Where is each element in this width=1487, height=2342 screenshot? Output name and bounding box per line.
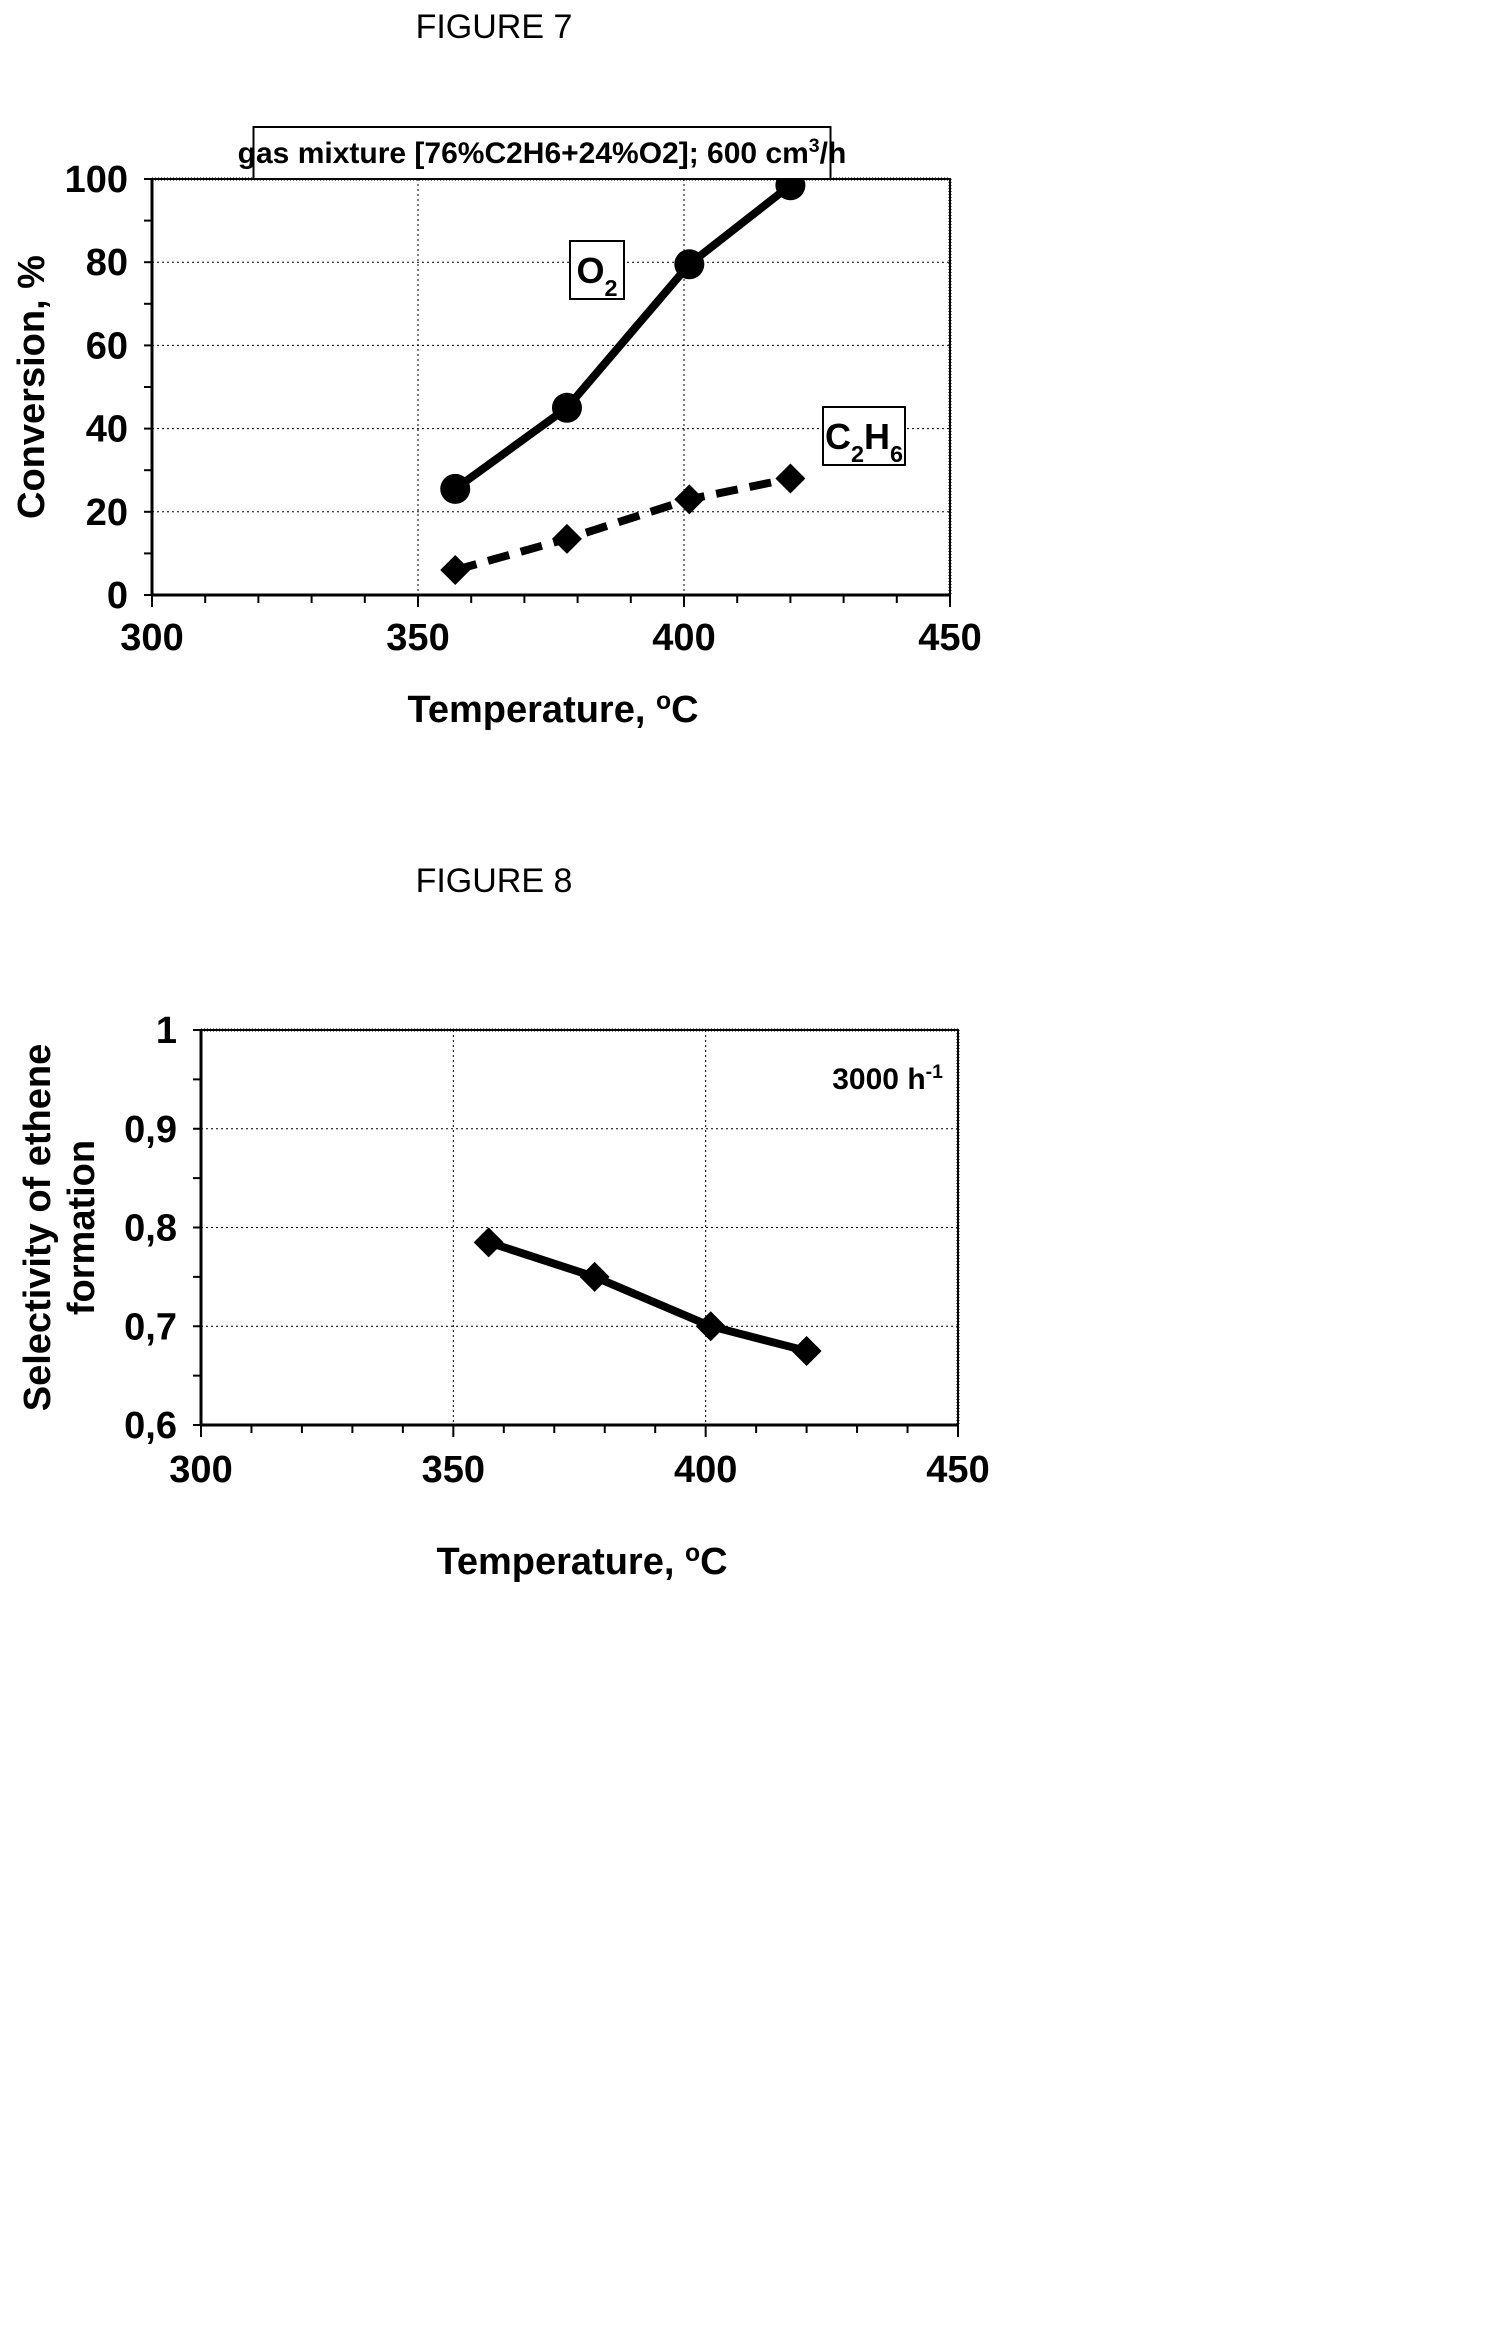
y-tick-label: 1 [156,1010,177,1052]
y-tick-label: 20 [86,492,128,534]
y-tick-label: 40 [86,409,128,451]
data-point-circle [440,473,471,504]
data-point-circle [551,392,582,423]
series-label-o2: O2 [576,250,617,301]
data-point-diamond [551,523,582,554]
data-point-circle [674,249,705,280]
x-tick-label: 450 [926,1449,989,1491]
x-tick-label: 400 [674,1449,737,1491]
fig8-gridlines [201,1030,958,1425]
fig7-gridlines [152,179,950,595]
figure-8-title: FIGURE 8 [415,862,573,900]
series-label-c2h6: C2H6 [825,416,903,467]
figure-7-title: FIGURE 7 [415,8,573,46]
y-tick-label: 60 [86,325,128,367]
series-line [452,182,793,493]
series-label-box [569,240,625,300]
fig7-chart: 300 350 400 450 0 20 40 60 80 100 Temperature, oC C… [11,126,982,732]
x-tick-label: 400 [652,617,715,659]
fig7-annotation: gas mixture [76%C2H6+24%O2]; 600 cm3/h [238,135,847,170]
x-tick-label: 350 [386,617,449,659]
data-point-diamond [695,1311,726,1342]
data-point-diamond [579,1261,610,1292]
series-line [454,474,792,574]
fig8-x-axis-label: Temperature, oC [436,1540,727,1584]
y-tick-label: 0,9 [124,1109,177,1151]
fig8-y-axis-label-line1: Selectivity of ethene [17,1044,59,1411]
fig8-chart: 300 350 400 450 0,6 0,7 0,8 0,9 1 Temperature, oC… [17,1010,990,1583]
fig7-y-axis-label: Conversion, % [11,255,53,519]
series-line [487,1238,808,1355]
data-point-diamond [775,463,806,494]
fig7-series-c2h6 [440,463,806,586]
fig8-annotation: 3000 h-1 [832,1061,943,1096]
x-tick-label: 350 [422,1449,485,1491]
y-tick-label: 0,6 [124,1405,177,1447]
y-tick-label: 0,7 [124,1306,177,1348]
fig7-plot-area [151,178,951,596]
data-point-diamond [440,555,471,586]
fig7-annotation-box [252,126,832,180]
y-tick-label: 0,8 [124,1208,177,1250]
y-tick-label: 80 [86,242,128,284]
x-tick-label: 300 [120,617,183,659]
y-tick-label: 100 [65,159,128,201]
data-point-diamond [674,484,705,515]
fig7-x-axis-label: Temperature, oC [407,688,698,732]
series-label-box [822,406,906,466]
data-point-diamond [473,1227,504,1258]
x-tick-label: 450 [918,617,981,659]
data-point-diamond [791,1335,822,1366]
y-tick-label: 0 [107,575,128,617]
x-tick-label: 300 [169,1449,232,1491]
fig8-y-axis-label-line2: formation [61,1140,103,1315]
fig8-series-0 [473,1227,822,1366]
